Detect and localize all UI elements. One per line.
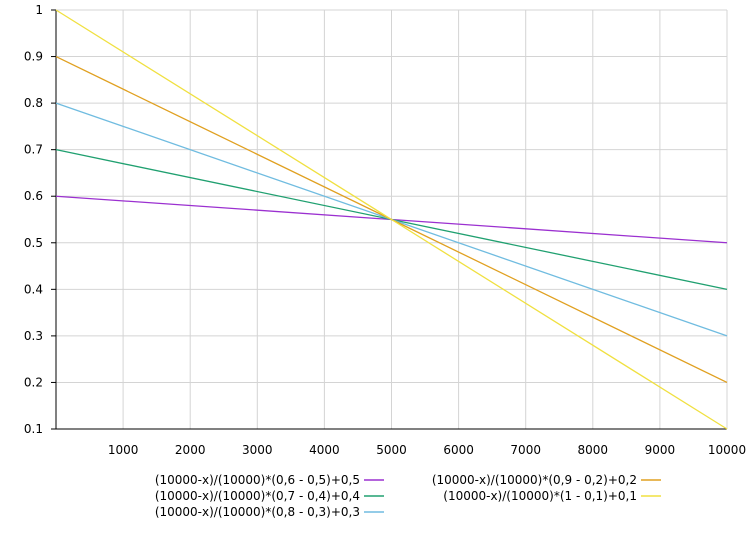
legend-label: (10000-x)/(10000)*(0,9 - 0,2)+0,2 — [432, 473, 637, 487]
x-tick-label: 7000 — [510, 443, 541, 457]
tick-labels: 1000 2000 3000 4000 5000 6000 7000 8000 9000 1000… — [24, 3, 746, 457]
y-tick-label: 0.6 — [24, 189, 43, 203]
series-lines — [55, 9, 728, 430]
x-tick-label: 4000 — [309, 443, 340, 457]
x-tick-label: 8000 — [578, 443, 609, 457]
legend-label: (10000-x)/(10000)*(0,8 - 0,3)+0,3 — [155, 505, 360, 519]
y-tick-label: 1 — [35, 3, 43, 17]
x-tick-label: 3000 — [242, 443, 273, 457]
x-tick-label: 2000 — [175, 443, 206, 457]
legend-label: (10000-x)/(10000)*(0,7 - 0,4)+0,4 — [155, 489, 360, 503]
x-tick-label: 6000 — [443, 443, 474, 457]
y-tick-label: 0.7 — [24, 143, 43, 157]
y-tick-label: 0.4 — [24, 282, 43, 296]
x-tick-label: 1000 — [108, 443, 139, 457]
x-tick-label: 10000 — [708, 443, 746, 457]
y-tick-label: 0.5 — [24, 236, 43, 250]
y-tick-label: 0.9 — [24, 50, 43, 64]
y-tick-label: 0.8 — [24, 96, 43, 110]
legend-label: (10000-x)/(10000)*(0,6 - 0,5)+0,5 — [155, 473, 360, 487]
y-tick-label: 0.1 — [24, 422, 43, 436]
axes — [51, 9, 727, 430]
legend-label: (10000-x)/(10000)*(1 - 0,1)+0,1 — [443, 489, 637, 503]
y-tick-label: 0.2 — [24, 375, 43, 389]
y-tick-label: 0.3 — [24, 329, 43, 343]
series-line-5 — [55, 9, 728, 430]
x-tick-label: 9000 — [645, 443, 676, 457]
legend: (10000-x)/(10000)*(0,6 - 0,5)+0,5 (10000-… — [155, 473, 661, 519]
x-tick-label: 5000 — [376, 443, 407, 457]
